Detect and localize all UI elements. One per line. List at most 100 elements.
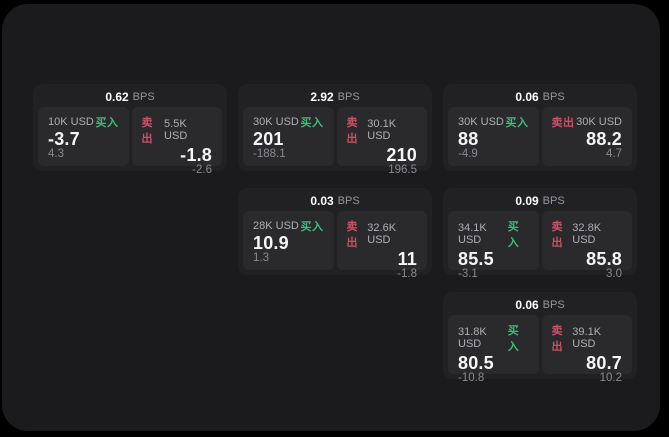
main-panel: 0.62 BPS 10K USD 买入 -3.7 4.3 卖出 <box>2 4 660 431</box>
buy-price: 201 <box>253 129 284 149</box>
sell-top-row: 卖出 5.5K USD <box>142 114 213 146</box>
buy-top-row: 28K USD 买入 <box>253 218 324 234</box>
buy-sub-value: 1.3 <box>253 252 269 264</box>
buy-amount: 34.1K USD <box>458 222 487 246</box>
buy-top-row: 30K USD 买入 <box>253 114 324 130</box>
sell-top-row: 卖出 32.8K USD <box>552 218 623 250</box>
sell-quote-panel[interactable]: 卖出 39.1K USD 80.7 10.2 <box>541 315 632 384</box>
quote-body: 28K USD 买入 10.9 1.3 卖出 32.6K USD 11 -1.8 <box>243 211 427 280</box>
quote-cards-grid: 0.62 BPS 10K USD 买入 -3.7 4.3 卖出 <box>33 84 637 384</box>
buy-side-label: 买入 <box>300 221 324 233</box>
sell-side-label: 卖出 <box>551 221 563 249</box>
buy-price: 80.5 <box>458 353 494 373</box>
buy-price: 85.5 <box>458 249 494 269</box>
sell-sub-value: 10.2 <box>599 372 622 384</box>
buy-amount: 30K USD <box>458 116 504 128</box>
bps-value: 0.09 <box>515 194 539 208</box>
sell-sub-value: 3.0 <box>606 268 622 280</box>
buy-side-label: 买入 <box>505 117 529 129</box>
buy-amount: 10K USD <box>48 116 94 128</box>
sell-price: 210 <box>386 145 417 165</box>
bps-header: 0.06 BPS <box>448 295 632 315</box>
sell-side-label: 卖出 <box>346 117 358 145</box>
bps-header: 0.09 BPS <box>448 191 632 211</box>
sell-top-row: 卖出 30K USD <box>552 114 623 130</box>
quote-card: 0.03 BPS 28K USD 买入 10.9 1.3 卖出 <box>238 188 432 280</box>
sell-price: -1.8 <box>180 145 212 165</box>
buy-quote-panel[interactable]: 30K USD 买入 88 -4.9 <box>448 107 539 166</box>
buy-sub-value: -10.8 <box>458 372 485 384</box>
buy-side-label: 买入 <box>95 117 119 129</box>
buy-top-row: 30K USD 买入 <box>458 114 529 130</box>
buy-side-label: 买入 <box>507 221 520 249</box>
sell-sub-value: 4.7 <box>606 148 622 160</box>
buy-price: -3.7 <box>48 129 80 149</box>
sell-quote-panel[interactable]: 卖出 32.6K USD 11 -1.8 <box>336 211 427 280</box>
sell-quote-panel[interactable]: 卖出 32.8K USD 85.8 3.0 <box>541 211 632 280</box>
buy-side-label: 买入 <box>300 117 324 129</box>
bps-value: 0.06 <box>515 298 539 312</box>
sell-amount: 32.6K USD <box>367 222 397 246</box>
bps-value: 0.06 <box>515 90 539 104</box>
sell-side-label: 卖出 <box>141 117 153 145</box>
quote-body: 10K USD 买入 -3.7 4.3 卖出 5.5K USD -1.8 -2.… <box>38 107 222 176</box>
buy-sub-value: -4.9 <box>458 148 478 160</box>
sell-price: 85.8 <box>586 249 622 269</box>
quote-body: 30K USD 买入 201 -188.1 卖出 30.1K USD 210 1… <box>243 107 427 176</box>
buy-sub-value: -3.1 <box>458 268 478 280</box>
sell-price: 80.7 <box>586 353 622 373</box>
buy-quote-panel[interactable]: 34.1K USD 买入 85.5 -3.1 <box>448 211 539 280</box>
sell-amount: 5.5K USD <box>164 118 188 142</box>
quote-body: 30K USD 买入 88 -4.9 卖出 30K USD 88.2 4.7 <box>448 107 632 166</box>
sell-side-label: 卖出 <box>551 117 575 129</box>
sell-amount: 30.1K USD <box>367 118 397 142</box>
sell-price: 88.2 <box>586 129 622 149</box>
bps-unit-label: BPS <box>337 91 360 103</box>
bps-header: 0.62 BPS <box>38 87 222 107</box>
quote-card: 0.06 BPS 31.8K USD 买入 80.5 -10.8 卖 <box>443 292 637 384</box>
bps-header: 2.92 BPS <box>243 87 427 107</box>
bps-header: 0.03 BPS <box>243 191 427 211</box>
sell-quote-panel[interactable]: 卖出 30K USD 88.2 4.7 <box>541 107 632 166</box>
buy-amount: 30K USD <box>253 116 299 128</box>
buy-side-label: 买入 <box>507 325 520 353</box>
sell-top-row: 卖出 39.1K USD <box>552 322 623 354</box>
sell-sub-value: -1.8 <box>397 268 417 280</box>
sell-sub-value: 196.5 <box>388 164 417 176</box>
sell-quote-panel[interactable]: 卖出 5.5K USD -1.8 -2.6 <box>131 107 222 176</box>
quote-card: 2.92 BPS 30K USD 买入 201 -188.1 卖出 <box>238 84 432 176</box>
buy-sub-value: 4.3 <box>48 148 64 160</box>
sell-side-label: 卖出 <box>346 221 358 249</box>
buy-price: 88 <box>458 129 479 149</box>
buy-quote-panel[interactable]: 31.8K USD 买入 80.5 -10.8 <box>448 315 539 384</box>
bps-value: 0.03 <box>310 194 334 208</box>
sell-sub-value: -2.6 <box>192 164 212 176</box>
bps-unit-label: BPS <box>542 195 565 207</box>
buy-quote-panel[interactable]: 30K USD 买入 201 -188.1 <box>243 107 334 166</box>
bps-value: 0.62 <box>105 90 129 104</box>
buy-quote-panel[interactable]: 10K USD 买入 -3.7 4.3 <box>38 107 129 166</box>
buy-sub-value: -188.1 <box>253 148 286 160</box>
quote-card: 0.09 BPS 34.1K USD 买入 85.5 -3.1 卖出 <box>443 188 637 280</box>
sell-side-label: 卖出 <box>551 325 563 353</box>
sell-top-row: 卖出 30.1K USD <box>347 114 418 146</box>
sell-price: 11 <box>397 249 417 269</box>
bps-unit-label: BPS <box>132 91 155 103</box>
sell-amount: 32.8K USD <box>572 222 602 246</box>
buy-top-row: 31.8K USD 买入 <box>458 322 529 354</box>
bps-unit-label: BPS <box>542 299 565 311</box>
quote-body: 34.1K USD 买入 85.5 -3.1 卖出 32.8K USD 85.8… <box>448 211 632 280</box>
sell-top-row: 卖出 32.6K USD <box>347 218 418 250</box>
quote-body: 31.8K USD 买入 80.5 -10.8 卖出 39.1K USD 80.… <box>448 315 632 384</box>
bps-header: 0.06 BPS <box>448 87 632 107</box>
buy-price: 10.9 <box>253 233 289 253</box>
bps-value: 2.92 <box>310 90 334 104</box>
buy-top-row: 34.1K USD 买入 <box>458 218 529 250</box>
sell-quote-panel[interactable]: 卖出 30.1K USD 210 196.5 <box>336 107 427 176</box>
bps-unit-label: BPS <box>337 195 360 207</box>
sell-amount: 30K USD <box>576 116 622 128</box>
buy-quote-panel[interactable]: 28K USD 买入 10.9 1.3 <box>243 211 334 270</box>
quote-card: 0.06 BPS 30K USD 买入 88 -4.9 卖出 <box>443 84 637 171</box>
buy-amount: 31.8K USD <box>458 326 487 350</box>
